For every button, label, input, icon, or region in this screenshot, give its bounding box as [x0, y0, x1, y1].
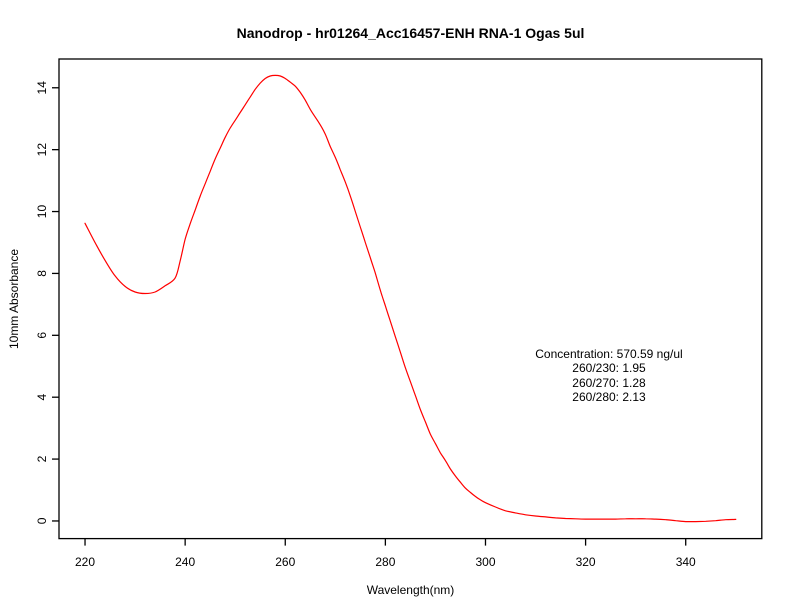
plot-box [58, 58, 763, 540]
x-tick-label: 300 [475, 555, 495, 569]
x-tick-label: 260 [275, 555, 295, 569]
x-tick-label: 240 [175, 555, 195, 569]
y-tick-label: 0 [35, 517, 49, 524]
y-tick-label: 10 [35, 205, 49, 219]
ratio-260-230-text: 260/230: 1.95 [572, 361, 646, 376]
sample-stats-annotation: Concentration: 570.59 ng/ul 260/230: 1.9… [489, 347, 729, 405]
x-tick-label: 340 [676, 555, 696, 569]
y-tick-label: 14 [35, 81, 49, 95]
ratio-260-280-text: 260/280: 2.13 [572, 390, 646, 405]
x-tick-label: 320 [576, 555, 596, 569]
y-tick-label: 2 [35, 455, 49, 462]
y-axis-title: 10mm Absorbance [7, 248, 21, 350]
concentration-text: Concentration: 570.59 ng/ul [535, 347, 683, 361]
y-tick-label: 8 [35, 270, 49, 277]
x-tick-label: 280 [375, 555, 395, 569]
x-axis-title: Wavelength(nm) [366, 583, 455, 597]
x-tick-label: 220 [75, 555, 95, 569]
y-tick-label: 4 [35, 394, 49, 401]
y-tick-label: 12 [35, 143, 49, 157]
chart-title: Nanodrop - hr01264_Acc16457-ENH RNA-1 Og… [236, 25, 585, 41]
ratio-260-270-text: 260/270: 1.28 [572, 375, 646, 390]
spectrum-line [84, 74, 737, 523]
y-tick-label: 6 [35, 332, 49, 339]
